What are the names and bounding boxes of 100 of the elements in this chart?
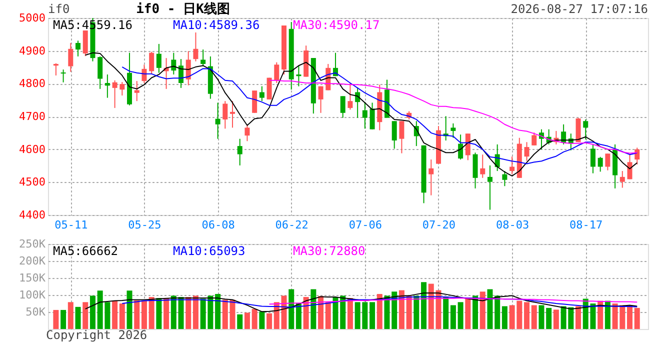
- candlestick: [244, 124, 250, 142]
- bar: [370, 302, 376, 329]
- bar: [553, 310, 559, 329]
- candlestick: [590, 144, 596, 174]
- text: 2026-08-27 17:07:16: [510, 2, 648, 16]
- bar: [156, 298, 162, 329]
- y-tick-label: 100K: [19, 288, 46, 302]
- bar: [472, 296, 478, 329]
- candlestick: [60, 69, 66, 83]
- bar: [458, 302, 464, 329]
- candlestick: [340, 96, 346, 118]
- candlestick: [532, 132, 537, 146]
- text: if0: [48, 2, 70, 16]
- bar: [332, 297, 338, 329]
- candlestick: [149, 51, 154, 74]
- bar: [53, 310, 59, 329]
- y-tick-label: 4400: [19, 208, 46, 222]
- candlestick: [222, 100, 228, 130]
- line-series: [268, 298, 638, 305]
- bar: [502, 306, 508, 329]
- bar: [531, 305, 537, 329]
- candlestick: [524, 142, 530, 162]
- candlestick: [487, 164, 492, 210]
- x-tick-label: 06-08: [202, 218, 235, 232]
- text: MA30:4590.17: [293, 18, 380, 32]
- x-tick-label: 08-03: [496, 218, 530, 232]
- bar: [524, 302, 530, 329]
- candlestick: [480, 154, 486, 178]
- bar: [134, 300, 140, 329]
- line-series: [122, 296, 638, 308]
- candlestick: [465, 133, 470, 161]
- candlestick: [318, 86, 324, 114]
- bar: [178, 297, 184, 329]
- annotation: Copyright 2026: [46, 328, 148, 342]
- bar: [82, 302, 88, 329]
- bar: [465, 298, 471, 329]
- bar: [303, 297, 309, 329]
- text: MA5:66662: [53, 244, 118, 258]
- bar: [222, 300, 228, 329]
- x-tick-label: 07-20: [422, 218, 456, 232]
- y-tick-label: 150K: [19, 272, 46, 284]
- bar: [119, 304, 125, 329]
- bar: [406, 296, 412, 329]
- candlestick: [215, 102, 220, 140]
- bar: [494, 296, 500, 329]
- y-tick-label: 5000: [19, 12, 46, 24]
- bar: [376, 294, 382, 329]
- candlestick: [370, 102, 375, 130]
- bar: [90, 296, 96, 329]
- y-tick-label: 4500: [19, 176, 46, 189]
- bar: [392, 292, 398, 329]
- bar: [186, 297, 192, 329]
- bar: [259, 312, 265, 329]
- bar: [237, 314, 243, 329]
- bar: [340, 296, 346, 329]
- x-tick-label: 05-25: [128, 218, 162, 232]
- bar: [347, 298, 353, 329]
- y-tick-label: 4700: [19, 110, 46, 123]
- x-tick-label: 05-11: [54, 218, 88, 232]
- candlestick: [458, 134, 464, 160]
- candlestick: [348, 82, 353, 110]
- text: MA30:72880: [293, 244, 366, 258]
- bar: [421, 282, 427, 329]
- candlestick: [200, 49, 206, 67]
- candlestick: [259, 86, 264, 102]
- bar: [318, 296, 324, 329]
- candlestick: [193, 32, 198, 62]
- candlestick: [510, 156, 515, 175]
- candlestick: [186, 50, 191, 86]
- bar: [266, 313, 272, 329]
- candlestick: [252, 90, 258, 114]
- y-tick-label: 4600: [19, 142, 46, 156]
- candlestick: [274, 62, 280, 84]
- candlestick: [104, 74, 110, 98]
- x-tick-label: 08-17: [570, 218, 603, 232]
- bar: [164, 298, 170, 329]
- bar: [604, 300, 610, 329]
- bar: [141, 300, 147, 329]
- bar: [60, 310, 66, 329]
- candlestick: [171, 52, 176, 75]
- y-tick-label: 50K: [26, 306, 46, 318]
- candlestick: [134, 80, 140, 102]
- x-tick-label: 07-06: [348, 218, 382, 232]
- bar: [215, 294, 221, 329]
- candlestick: [237, 138, 242, 166]
- bar: [480, 292, 486, 329]
- bar: [75, 306, 81, 329]
- candlestick: [120, 82, 125, 96]
- bar: [325, 302, 331, 329]
- candlestick: [399, 120, 404, 154]
- candlestick: [98, 56, 103, 90]
- bar: [310, 289, 316, 329]
- bar: [244, 312, 250, 329]
- bar: [384, 296, 390, 329]
- candlestick: [230, 100, 235, 128]
- bar: [252, 308, 258, 329]
- text: MA10:65093: [173, 244, 246, 258]
- bar: [112, 300, 118, 329]
- candlestick: [472, 152, 478, 189]
- bar: [170, 296, 176, 329]
